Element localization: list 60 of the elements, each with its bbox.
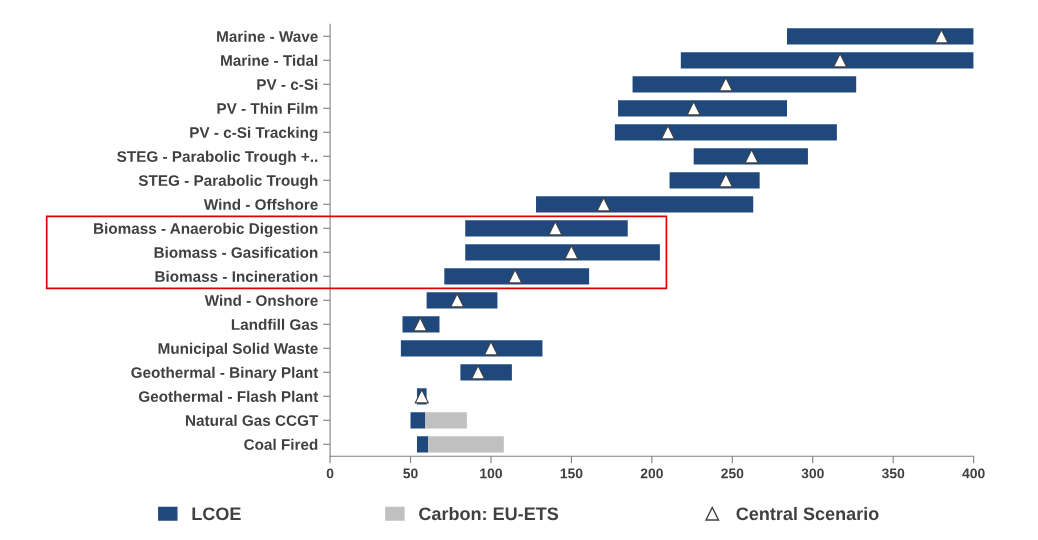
point: [686, 101, 701, 116]
y-tick-label: Wind - Offshore: [203, 198, 318, 210]
point: [548, 221, 563, 236]
y-tick-label: Municipal Solid Waste: [158, 342, 318, 358]
point: [596, 197, 611, 212]
y-tick-label: Biomass - Anaerobic Digestion: [94, 222, 318, 238]
y-tick-label: Marine - Tidal: [221, 54, 318, 66]
y-tick-label: Geothermal - Flash Plant: [138, 390, 319, 402]
y-tick-label: Wind - Onshore: [204, 294, 318, 306]
bar: [465, 244, 660, 261]
x-tick-label: 400: [962, 468, 985, 479]
point: [483, 341, 499, 356]
y-tick-label: STEG - Parabolic Trough: [138, 174, 318, 190]
bar: [400, 340, 543, 357]
bar: [444, 268, 590, 285]
y-tick-label: PV - c-Si: [257, 78, 318, 90]
bar: [465, 220, 628, 237]
point: [450, 293, 465, 308]
x-tick-label: 150: [560, 468, 583, 479]
x-tick-label: 350: [881, 468, 905, 479]
y-tick-label: Marine - Wave: [217, 30, 318, 42]
bar: [693, 148, 808, 165]
legend-label: Carbon: EU-ETS: [419, 506, 559, 521]
x-tick-label: 250: [721, 468, 744, 479]
y-tick-label: PV - c-Si Tracking: [190, 126, 318, 142]
x-tick-label: 0: [326, 468, 334, 479]
legend-label: Central Scenario: [736, 506, 879, 521]
bar: [632, 76, 857, 93]
y-tick-label: Landfill Gas: [231, 318, 318, 330]
bar: [787, 28, 974, 45]
y-tick-label: Biomass - Gasification: [154, 246, 318, 258]
point: [934, 29, 949, 44]
y-tick-label: Biomass - Incineration: [155, 270, 318, 282]
legend-label: LCOE: [192, 507, 241, 521]
x-tick-label: 200: [640, 468, 663, 479]
point: [832, 53, 848, 68]
bar: [428, 436, 504, 453]
point: [564, 245, 579, 260]
x-tick-label: 100: [480, 468, 502, 479]
bar: [425, 412, 467, 429]
point: [718, 77, 734, 92]
y-tick-label: Coal Fired: [244, 438, 318, 450]
y-tick-label: STEG - Parabolic Trough +..: [117, 150, 318, 166]
x-tick-label: 50: [403, 468, 418, 479]
x-tick-label: 300: [801, 468, 824, 479]
bar: [536, 196, 754, 213]
bar: [618, 100, 788, 117]
bar: [416, 436, 429, 453]
bar: [614, 124, 837, 141]
bar: [669, 172, 760, 189]
point: [718, 173, 734, 188]
point: [744, 149, 759, 164]
bar: [426, 292, 498, 309]
y-tick-label: Natural Gas CCGT: [186, 414, 319, 426]
y-tick-label: PV - Thin Film: [217, 102, 318, 114]
bar: [410, 412, 426, 429]
point: [507, 269, 523, 284]
point: [660, 125, 676, 140]
bar: [680, 52, 974, 69]
y-tick-label: Geothermal - Binary Plant: [131, 366, 319, 382]
